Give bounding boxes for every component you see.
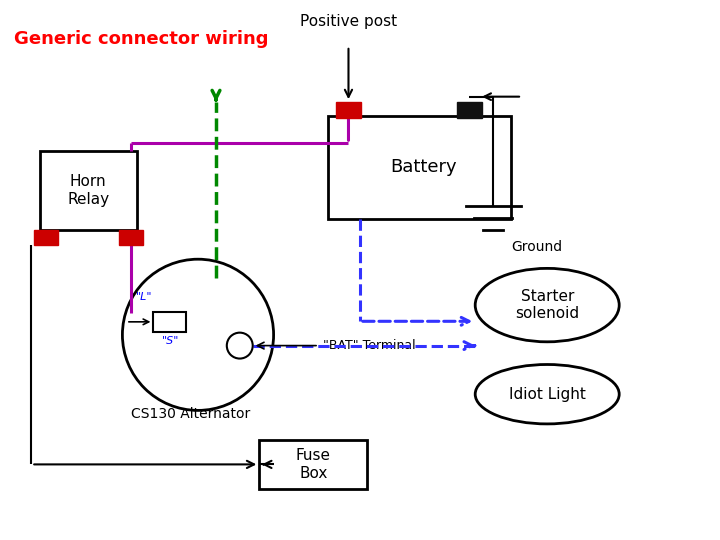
Text: Battery: Battery — [390, 158, 456, 177]
Ellipse shape — [475, 268, 619, 342]
Circle shape — [122, 259, 274, 410]
Bar — [328, 116, 511, 219]
Bar — [34, 230, 58, 245]
Text: Generic connector wiring: Generic connector wiring — [14, 30, 269, 48]
Bar — [336, 102, 361, 118]
Text: "L": "L" — [136, 292, 152, 302]
Bar — [119, 230, 143, 245]
Circle shape — [227, 333, 253, 359]
Text: Horn
Relay: Horn Relay — [67, 174, 109, 206]
Text: "S": "S" — [162, 336, 179, 346]
Text: Positive post: Positive post — [300, 14, 397, 29]
Bar — [153, 312, 186, 332]
Bar — [40, 151, 137, 230]
Text: Starter
solenoid: Starter solenoid — [515, 289, 580, 321]
Text: "BAT" Terminal: "BAT" Terminal — [323, 339, 415, 352]
Ellipse shape — [475, 364, 619, 424]
Text: Fuse
Box: Fuse Box — [296, 448, 330, 481]
Bar — [259, 440, 367, 489]
Text: Idiot Light: Idiot Light — [509, 387, 585, 402]
Bar — [457, 102, 482, 118]
Text: CS130 Alternator: CS130 Alternator — [131, 407, 251, 421]
Text: Ground: Ground — [511, 240, 562, 254]
